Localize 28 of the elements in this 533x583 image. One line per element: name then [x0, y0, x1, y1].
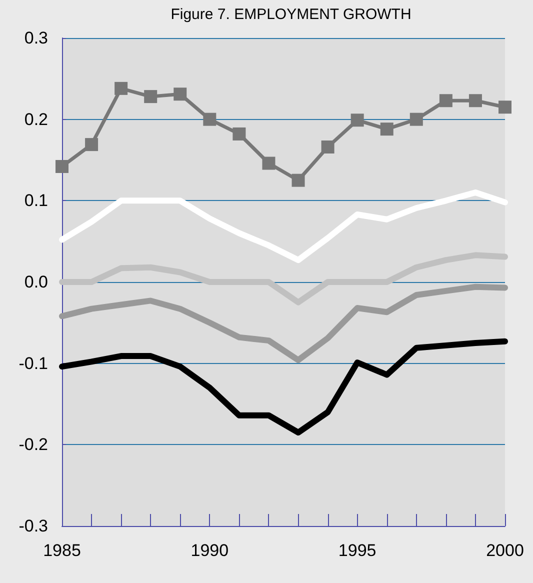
y-tick-label: 0.1 [24, 191, 48, 210]
point [174, 88, 187, 101]
chart-title: Figure 7. EMPLOYMENT GROWTH [170, 6, 412, 23]
point [439, 94, 452, 108]
point [410, 112, 423, 126]
x-tick-label: 1990 [190, 541, 229, 560]
x-tick-label: 1995 [338, 541, 376, 560]
point [144, 90, 158, 104]
point [114, 82, 128, 95]
point [203, 112, 216, 126]
y-tick-label: -0.1 [18, 354, 48, 373]
y-tick-label: -0.2 [18, 435, 48, 454]
y-tick-label: 0.3 [24, 28, 48, 48]
y-tick-label: 0.2 [24, 110, 48, 129]
point [380, 122, 394, 136]
point [56, 160, 68, 174]
x-tick-label: 1985 [43, 541, 81, 560]
point [232, 127, 246, 140]
y-tick-label: -0.3 [18, 516, 48, 536]
point [468, 94, 482, 108]
point [350, 114, 364, 127]
point [85, 138, 98, 152]
y-tick-label: 0.0 [24, 272, 48, 292]
point [498, 100, 512, 114]
point [321, 140, 334, 154]
point [262, 156, 276, 170]
point [292, 174, 305, 187]
x-tick-label: 2000 [486, 541, 524, 560]
